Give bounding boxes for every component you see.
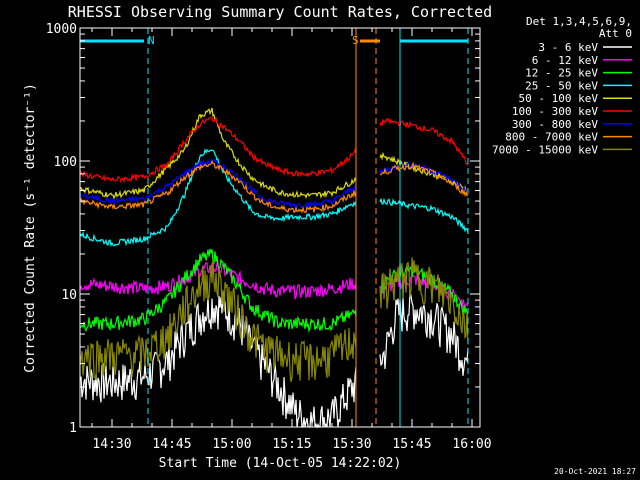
series-layer	[79, 107, 469, 429]
legend-entry-label: 50 - 100 keV	[519, 92, 599, 105]
y-tick-label: 1000	[46, 22, 77, 37]
x-tick-label: 15:00	[212, 437, 251, 452]
legend-entry-label: 300 - 800 keV	[512, 118, 598, 131]
plot-frame	[79, 27, 481, 428]
y-axis: 1 10 100 1000	[46, 22, 480, 436]
series-line-6	[79, 116, 469, 184]
legend-header-line-1: Det 1,3,4,5,6,9,	[526, 15, 632, 28]
series-line-4	[79, 148, 469, 248]
legend-entry-label: 3 - 6 keV	[538, 41, 598, 54]
chart-title: RHESSI Observing Summary Count Rates, Co…	[68, 3, 492, 21]
x-tick-label: 16:00	[452, 437, 491, 452]
x-axis: 14:30 14:45 15:00 15:15 15:30 15:45 16:00	[91, 28, 492, 452]
legend-entry-label: 6 - 12 keV	[532, 54, 599, 67]
x-axis-label: Start Time (14-Oct-05 14:22:02)	[159, 456, 402, 471]
y-axis-label: Corrected Count Rate (s⁻¹ detector⁻¹)	[23, 83, 38, 373]
x-tick-label: 15:15	[272, 437, 311, 452]
series-line-7	[79, 158, 469, 209]
y-tick-label: 1	[69, 421, 77, 436]
x-tick-label: 14:30	[92, 437, 131, 452]
y-tick-label: 100	[54, 155, 77, 170]
event-marker-label: S	[352, 34, 359, 47]
legend-entry-label: 7000 - 15000 keV	[492, 143, 598, 156]
x-tick-label: 14:45	[152, 437, 191, 452]
legend-entry-label: 25 - 50 keV	[525, 79, 598, 92]
legend-header-line-2: Att 0	[599, 27, 632, 40]
series-line-9	[79, 257, 469, 382]
y-tick-label: 10	[61, 288, 77, 303]
series-line-8	[79, 159, 469, 214]
legend-entry-label: 100 - 300 keV	[512, 105, 598, 118]
legend-entry-label: 12 - 25 keV	[525, 67, 598, 80]
x-tick-label: 15:30	[332, 437, 371, 452]
legend-entry-label: 800 - 7000 keV	[505, 131, 598, 144]
x-tick-label: 15:45	[392, 437, 431, 452]
event-marker-label: N	[148, 34, 155, 47]
generation-timestamp: 20-Oct-2021 18:27	[554, 467, 636, 476]
